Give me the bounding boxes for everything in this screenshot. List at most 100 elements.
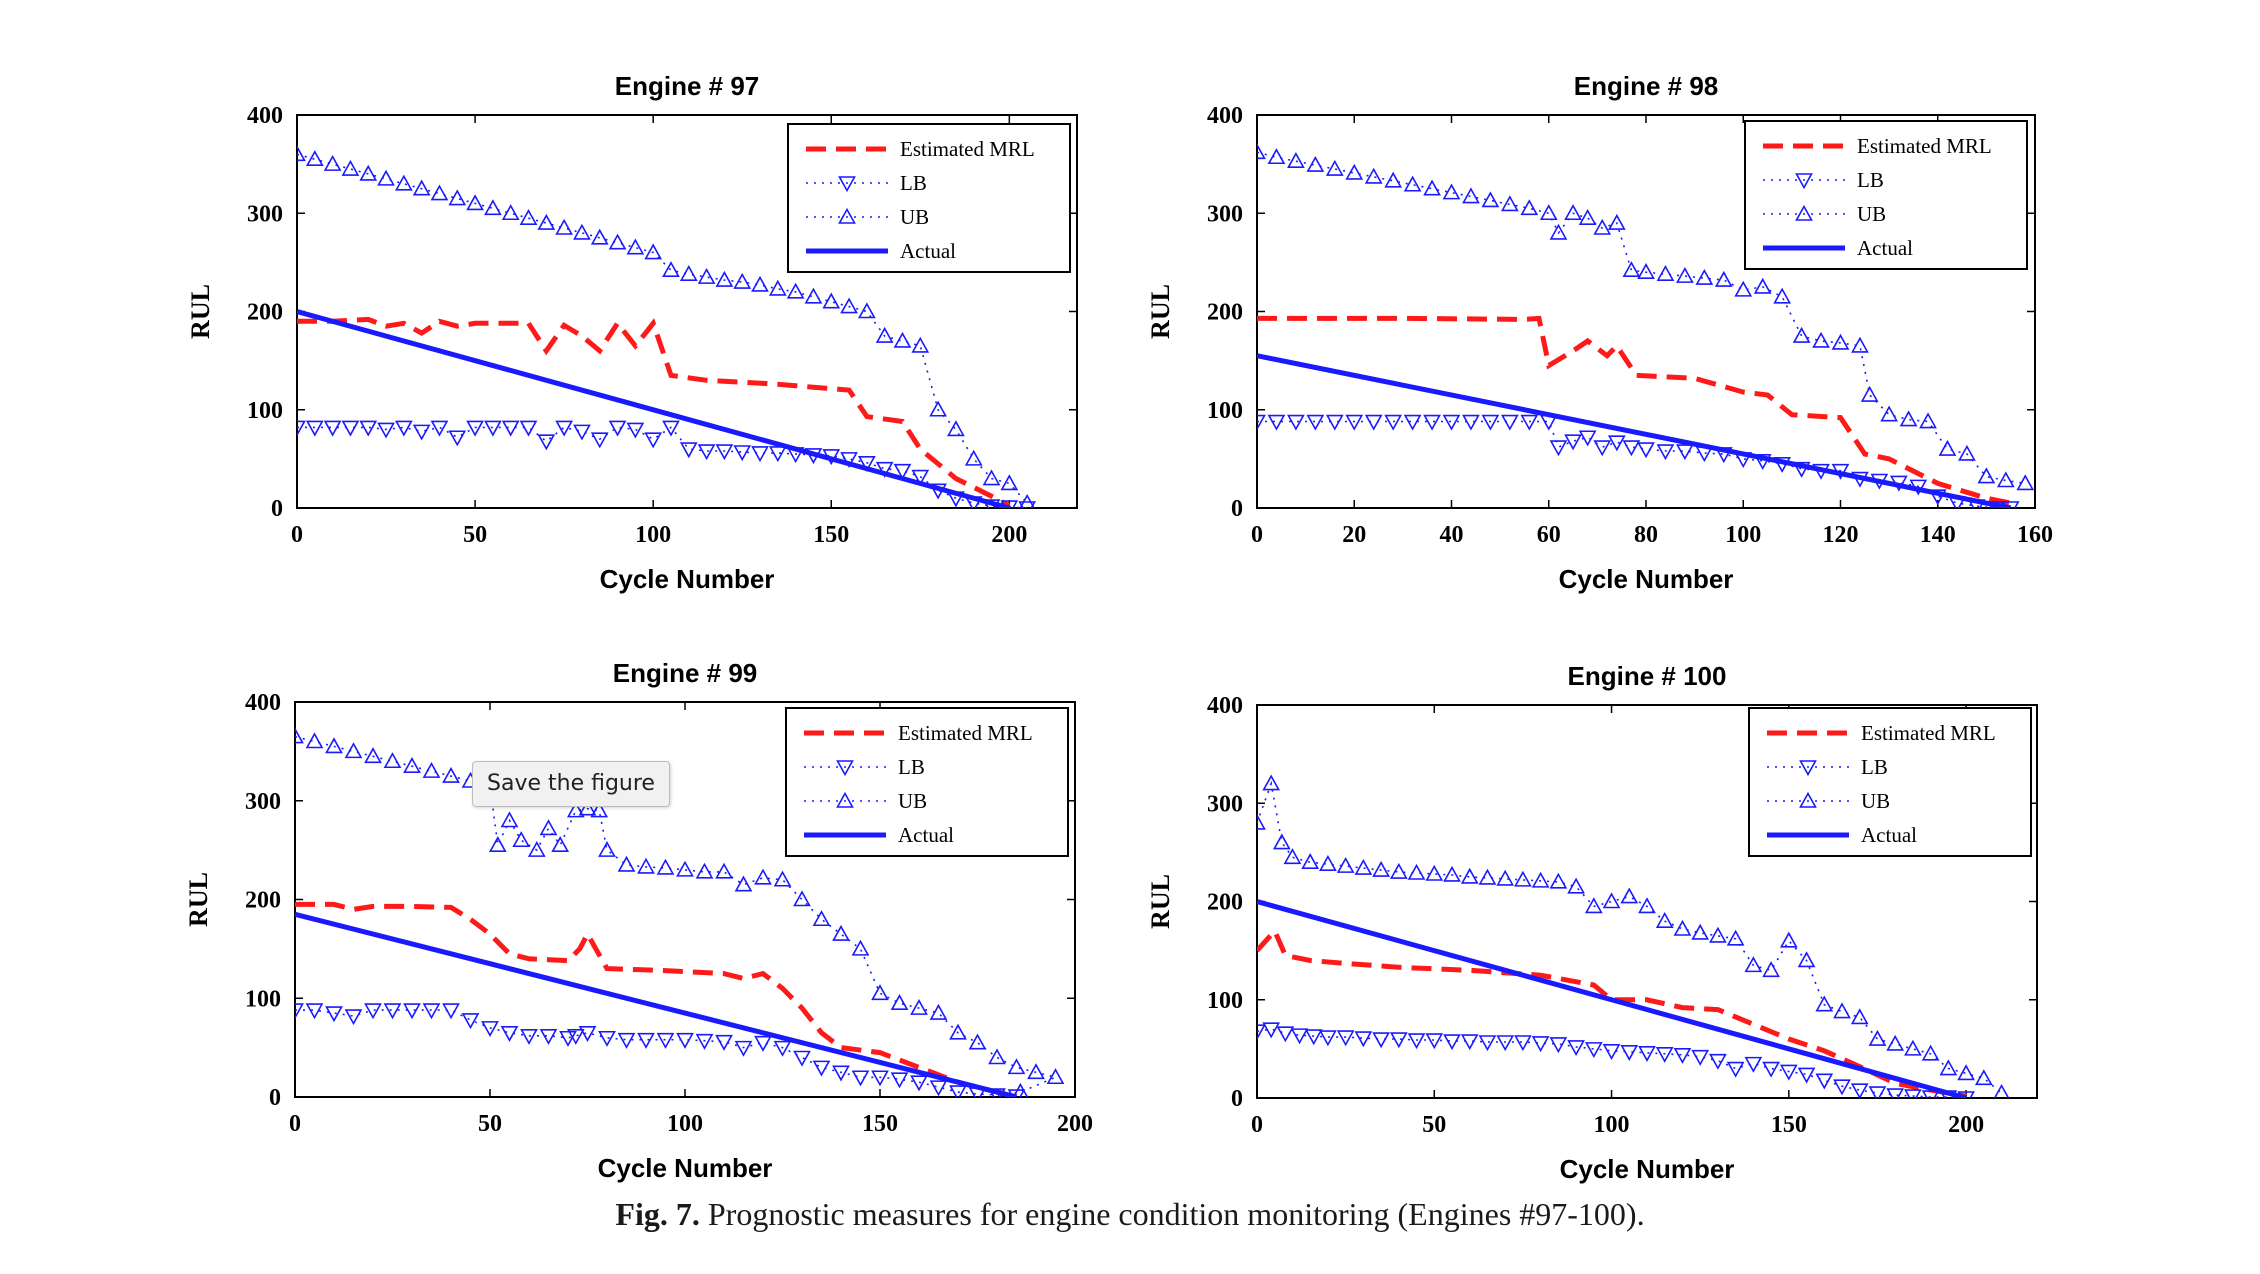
ub-marker bbox=[1531, 871, 1550, 888]
ub-marker bbox=[1325, 159, 1344, 176]
ub-marker bbox=[1620, 887, 1639, 904]
ub-marker bbox=[1833, 1002, 1851, 1019]
y-tick-label: 400 bbox=[1207, 693, 1243, 719]
y-tick-label: 0 bbox=[1231, 496, 1243, 522]
ub-marker bbox=[1899, 410, 1918, 427]
lb-marker bbox=[773, 1040, 792, 1057]
lb-marker bbox=[1987, 501, 2005, 508]
legend-entry: LB bbox=[900, 171, 927, 195]
series-actual bbox=[1257, 899, 1967, 1098]
series-actual bbox=[1257, 353, 2012, 508]
lb-marker bbox=[910, 1075, 928, 1092]
ub-marker bbox=[448, 189, 467, 206]
ub-marker bbox=[929, 1003, 948, 1020]
legend-entry: Estimated MRL bbox=[1861, 721, 1996, 745]
lb-marker bbox=[442, 1003, 460, 1020]
ub-marker bbox=[626, 238, 645, 255]
ub-marker bbox=[1637, 263, 1655, 280]
lb-marker bbox=[858, 456, 876, 472]
ub-marker bbox=[1442, 183, 1461, 200]
y-tick-label: 300 bbox=[1207, 791, 1243, 817]
ub-marker bbox=[466, 194, 484, 211]
x-tick-label: 50 bbox=[463, 522, 487, 548]
lb-marker bbox=[1345, 414, 1364, 431]
ub-marker bbox=[364, 747, 382, 764]
ub-marker bbox=[1462, 187, 1480, 204]
ub-marker bbox=[893, 331, 912, 348]
lb-marker bbox=[323, 420, 342, 437]
ub-marker bbox=[500, 811, 519, 828]
legend-entry: UB bbox=[900, 205, 929, 229]
lb-marker bbox=[481, 1021, 499, 1038]
ub-marker bbox=[793, 890, 811, 907]
lb-marker bbox=[656, 1032, 675, 1049]
series-lb bbox=[1257, 1022, 1975, 1098]
legend-entry: Actual bbox=[898, 823, 954, 847]
x-axis-label: Cycle Number bbox=[600, 564, 775, 594]
x-tick-label: 160 bbox=[2017, 522, 2053, 548]
ub-marker bbox=[1287, 152, 1305, 168]
lb-marker bbox=[1709, 1053, 1727, 1070]
ub-marker bbox=[573, 223, 591, 240]
x-tick-label: 120 bbox=[1823, 522, 1859, 548]
series-ub bbox=[297, 145, 1035, 508]
legend-entry: Estimated MRL bbox=[900, 137, 1035, 161]
lb-marker bbox=[751, 446, 769, 463]
lb-marker bbox=[715, 444, 734, 461]
lb-marker bbox=[359, 420, 378, 437]
lb-marker bbox=[1257, 414, 1266, 431]
lb-marker bbox=[1676, 444, 1694, 461]
ub-marker bbox=[1567, 877, 1585, 894]
ub-marker bbox=[1695, 268, 1714, 285]
lb-marker bbox=[1656, 444, 1675, 461]
lb-marker bbox=[840, 452, 858, 469]
ub-marker bbox=[832, 924, 850, 941]
lb-marker bbox=[812, 1060, 831, 1077]
y-tick-label: 100 bbox=[1207, 988, 1243, 1014]
lb-marker bbox=[566, 1028, 585, 1045]
y-axis-label: RUL bbox=[186, 284, 215, 339]
x-tick-label: 150 bbox=[1771, 1112, 1807, 1138]
ub-marker bbox=[555, 218, 573, 235]
ub-marker bbox=[305, 150, 324, 167]
x-tick-label: 40 bbox=[1440, 522, 1464, 548]
lb-marker bbox=[1779, 1064, 1798, 1081]
x-axis-label: Cycle Number bbox=[1559, 564, 1734, 594]
ub-marker bbox=[1886, 1034, 1905, 1051]
lb-marker bbox=[500, 1026, 519, 1042]
lb-marker bbox=[1364, 414, 1383, 431]
ub-marker bbox=[1389, 862, 1408, 879]
lb-marker bbox=[344, 1009, 363, 1026]
ub-marker bbox=[910, 998, 928, 1015]
ub-marker bbox=[1638, 897, 1656, 914]
ub-marker bbox=[1850, 1008, 1869, 1025]
lb-marker bbox=[662, 420, 680, 437]
lb-marker bbox=[1637, 442, 1655, 459]
ub-marker bbox=[929, 400, 947, 417]
ub-marker bbox=[637, 857, 655, 874]
series-actual bbox=[297, 309, 1010, 508]
lb-marker bbox=[295, 1003, 304, 1020]
chart-title: Engine # 98 bbox=[1574, 71, 1719, 101]
lb-marker bbox=[1744, 1056, 1763, 1073]
ub-marker bbox=[1593, 218, 1612, 235]
lb-marker bbox=[1602, 1044, 1621, 1060]
lb-marker bbox=[448, 430, 467, 447]
lb-marker bbox=[982, 499, 1001, 508]
lb-marker bbox=[890, 1072, 909, 1089]
plot-area bbox=[297, 145, 1036, 508]
lb-marker bbox=[988, 1088, 1006, 1097]
ub-marker bbox=[1407, 863, 1426, 880]
lb-marker bbox=[364, 1003, 382, 1020]
ub-marker bbox=[1607, 213, 1626, 230]
lb-marker bbox=[559, 1030, 577, 1047]
lb-marker bbox=[1018, 501, 1036, 508]
ub-marker bbox=[578, 799, 597, 816]
lb-marker bbox=[1325, 414, 1344, 431]
lb-marker bbox=[466, 420, 484, 437]
y-axis-label: RUL bbox=[1146, 874, 1175, 929]
ub-marker bbox=[1673, 919, 1692, 936]
ub-marker bbox=[1797, 951, 1816, 968]
legend-entry: Estimated MRL bbox=[898, 721, 1033, 745]
ub-marker bbox=[875, 326, 894, 343]
